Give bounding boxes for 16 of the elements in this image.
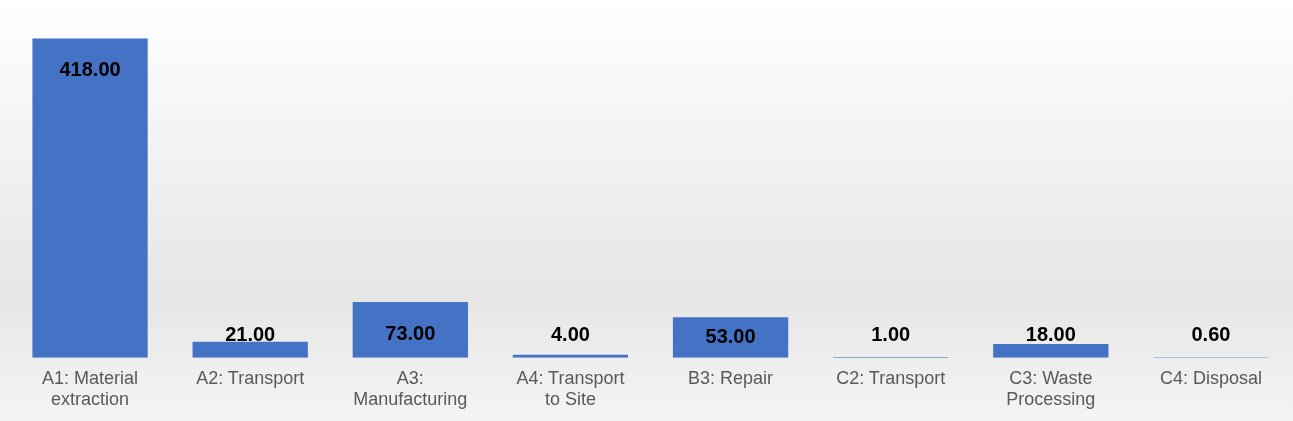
x-tick-label: A3: Manufacturing xyxy=(353,367,468,410)
x-tick-label: A4: Transport to Site xyxy=(516,367,625,410)
x-tick-label: A2: Transport xyxy=(196,367,305,388)
data-label: 4.00 xyxy=(550,323,590,346)
data-label: 0.60 xyxy=(1191,323,1231,346)
x-tick-label: B3: Repair xyxy=(688,367,774,388)
x-tick-label: A1: Material extraction xyxy=(42,367,139,410)
data-label: 1.00 xyxy=(871,323,911,346)
x-tick-label: C3: Waste Processing xyxy=(1006,367,1096,410)
data-label: 21.00 xyxy=(225,323,276,346)
x-tick-label: C4: Disposal xyxy=(1159,367,1262,388)
data-label: 73.00 xyxy=(385,321,436,344)
x-tick-label: C2: Transport xyxy=(836,367,946,388)
data-label: 18.00 xyxy=(1025,323,1076,346)
data-label: 418.00 xyxy=(59,57,121,80)
data-label: 53.00 xyxy=(705,325,756,348)
